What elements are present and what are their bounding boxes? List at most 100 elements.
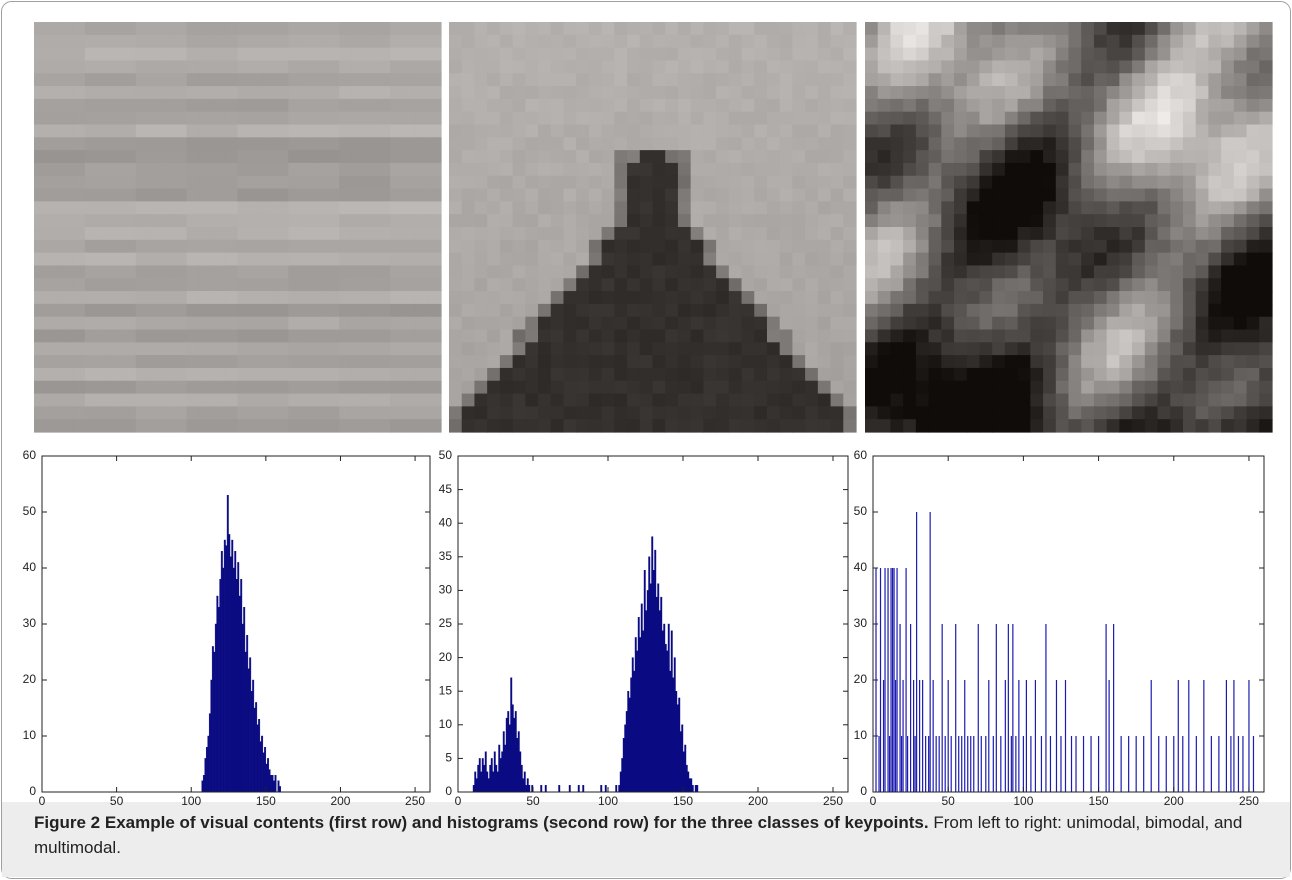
pixel xyxy=(1081,406,1094,419)
pixel xyxy=(843,125,856,138)
pixel xyxy=(1081,291,1094,304)
pixel xyxy=(818,394,831,407)
pixel xyxy=(1119,150,1132,163)
pixel xyxy=(1259,253,1272,266)
pixel xyxy=(525,22,538,35)
pixel xyxy=(403,163,416,176)
pixel xyxy=(729,291,742,304)
pixel xyxy=(967,125,980,138)
pixel xyxy=(174,355,187,368)
pixel xyxy=(865,330,878,343)
pixel xyxy=(72,163,85,176)
pixel xyxy=(34,265,47,278)
pixel xyxy=(500,330,513,343)
pixel xyxy=(1221,22,1234,35)
pixel xyxy=(416,291,429,304)
pixel xyxy=(1107,125,1120,138)
pixel xyxy=(954,394,967,407)
bar xyxy=(655,550,657,792)
pixel xyxy=(1107,330,1120,343)
pixel xyxy=(767,35,780,48)
pixel xyxy=(627,330,640,343)
pixel xyxy=(589,99,602,112)
pixel xyxy=(352,304,365,317)
pixel xyxy=(403,278,416,291)
pixel xyxy=(212,86,225,99)
pixel xyxy=(500,342,513,355)
pixel xyxy=(98,317,111,330)
pixel xyxy=(276,394,289,407)
pixel xyxy=(110,214,123,227)
pixel xyxy=(1158,253,1171,266)
pixel xyxy=(831,227,844,240)
bar xyxy=(526,785,528,792)
pixel xyxy=(1259,201,1272,214)
pixel xyxy=(780,176,793,189)
pixel xyxy=(929,176,942,189)
pixel xyxy=(513,278,526,291)
pixel xyxy=(462,227,475,240)
pixel xyxy=(563,60,576,73)
pixel xyxy=(767,214,780,227)
pixel xyxy=(916,355,929,368)
pixel xyxy=(403,330,416,343)
pixel xyxy=(314,355,327,368)
pixel xyxy=(916,214,929,227)
pixel xyxy=(792,394,805,407)
pixel xyxy=(1259,112,1272,125)
pixel xyxy=(742,150,755,163)
pixel xyxy=(1030,240,1043,253)
pixel xyxy=(665,265,678,278)
pixel xyxy=(390,406,403,419)
pixel xyxy=(1018,201,1031,214)
x-tick-label: 100 xyxy=(598,794,618,808)
pixel xyxy=(34,381,47,394)
pixel xyxy=(462,394,475,407)
pixel xyxy=(614,240,627,253)
pixel xyxy=(1005,368,1018,381)
pixel xyxy=(462,265,475,278)
pixel xyxy=(250,368,263,381)
pixel xyxy=(1043,406,1056,419)
pixel xyxy=(428,176,441,189)
pixel xyxy=(462,150,475,163)
pixel xyxy=(500,419,513,432)
pixel xyxy=(967,150,980,163)
pixel xyxy=(1259,278,1272,291)
pixel xyxy=(1247,48,1260,61)
pixel xyxy=(878,60,891,73)
pixel xyxy=(98,330,111,343)
pixel xyxy=(148,189,161,202)
pixel xyxy=(1196,48,1209,61)
pixel xyxy=(288,265,301,278)
pixel xyxy=(136,265,149,278)
pixel xyxy=(890,355,903,368)
pixel xyxy=(1119,35,1132,48)
pixel xyxy=(110,35,123,48)
pixel xyxy=(640,22,653,35)
pixel xyxy=(979,278,992,291)
pixel xyxy=(1107,291,1120,304)
pixel xyxy=(72,73,85,86)
pixel xyxy=(1107,189,1120,202)
pixel xyxy=(1170,342,1183,355)
pixel xyxy=(238,201,251,214)
pixel xyxy=(1170,317,1183,330)
pixel xyxy=(967,278,980,291)
pixel xyxy=(703,304,716,317)
pixel xyxy=(967,419,980,432)
pixel xyxy=(1158,22,1171,35)
pixel xyxy=(1081,419,1094,432)
pixel xyxy=(551,304,564,317)
pixel xyxy=(954,304,967,317)
pixel xyxy=(416,253,429,266)
pixel xyxy=(941,304,954,317)
pixel xyxy=(525,291,538,304)
pixel xyxy=(1043,317,1056,330)
pixel xyxy=(627,201,640,214)
pixel xyxy=(1208,304,1221,317)
pixel xyxy=(967,394,980,407)
pixel xyxy=(1208,406,1221,419)
pixel xyxy=(301,35,314,48)
